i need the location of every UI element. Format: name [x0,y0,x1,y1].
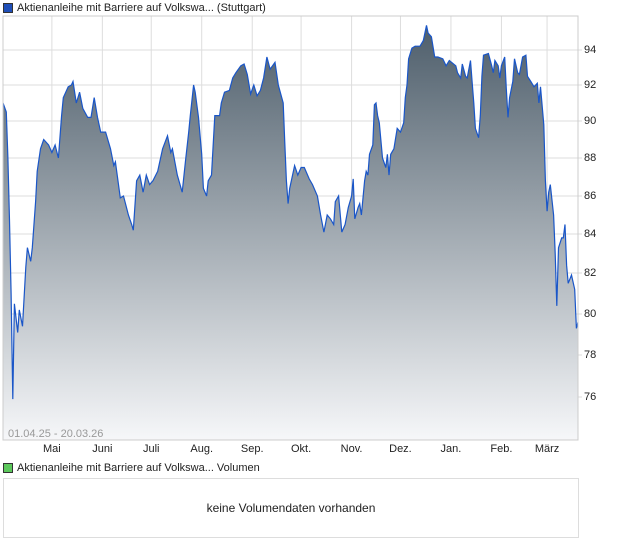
x-tick-label: Okt. [290,443,312,455]
y-tick-label: 82 [584,267,597,279]
y-tick-label: 78 [584,349,597,361]
x-tick-label: Dez. [389,443,412,455]
legend-volume-label: Aktienanleihe mit Barriere auf Volkswa..… [17,462,260,474]
legend-swatch-green [3,463,13,473]
x-tick-label: März [534,443,560,455]
x-tick-label: Feb. [490,443,513,455]
legend-swatch-blue [3,3,13,13]
y-tick-label: 84 [584,228,597,240]
x-tick-label: Aug. [190,443,214,455]
volume-legend: Aktienanleihe mit Barriere auf Volkswa..… [3,462,260,474]
y-tick-label: 88 [584,152,597,164]
plot-border [2,15,579,441]
price-area [3,25,578,441]
y-tick-label: 76 [584,391,597,403]
legend-main-label: Aktienanleihe mit Barriere auf Volkswa..… [17,2,266,14]
x-tick-label: Mai [42,443,61,455]
date-range-label: 01.04.25 - 20.03.26 [8,428,104,440]
y-tick-label: 86 [584,190,597,202]
x-tick-label: Juli [142,443,160,455]
price-line [2,25,579,400]
y-tick-label: 94 [584,44,597,56]
x-tick-label: Sep. [240,443,264,455]
volume-panel: keine Volumendaten vorhanden [3,478,579,538]
y-tick-label: 90 [584,115,597,127]
y-tick-label: 80 [584,308,597,320]
y-tick-label: 92 [584,79,597,91]
x-tick-label: Juni [92,443,113,455]
volume-empty-message: keine Volumendaten vorhanden [206,501,376,515]
x-tick-label: Nov. [340,443,363,455]
main-legend: Aktienanleihe mit Barriere auf Volkswa..… [3,2,266,14]
x-tick-label: Jan. [440,443,462,455]
